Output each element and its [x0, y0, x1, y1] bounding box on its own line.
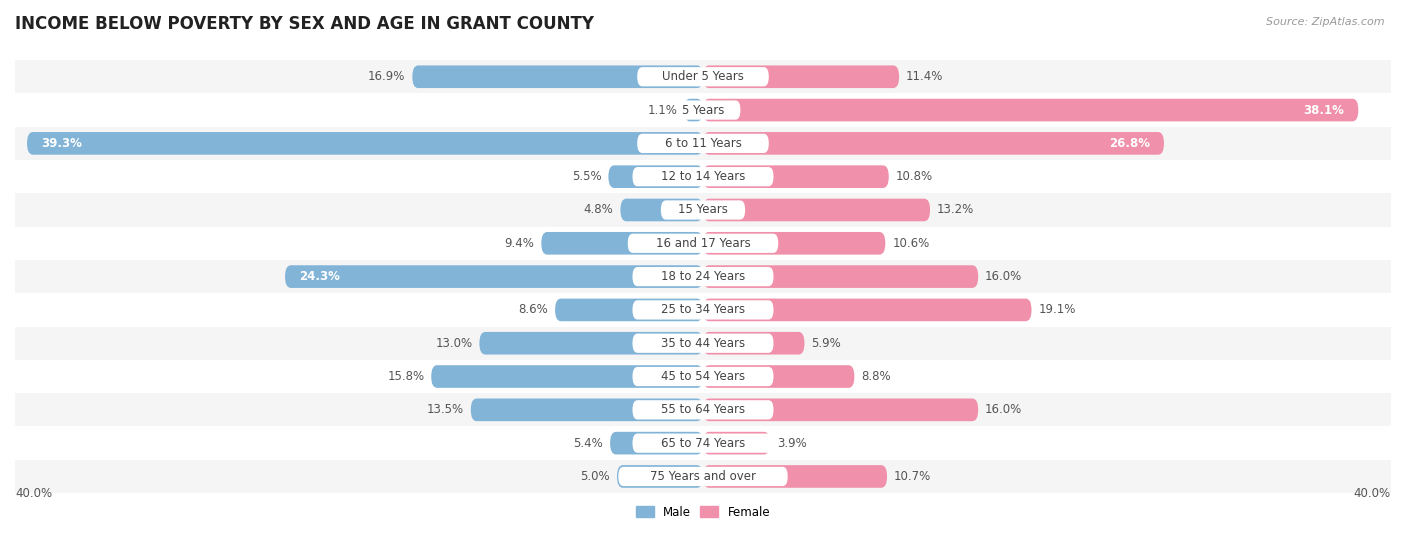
FancyBboxPatch shape — [412, 65, 703, 88]
Text: 5.0%: 5.0% — [581, 470, 610, 483]
Text: 13.5%: 13.5% — [427, 404, 464, 416]
FancyBboxPatch shape — [27, 132, 703, 155]
Text: 16 and 17 Years: 16 and 17 Years — [655, 237, 751, 250]
Text: 16.9%: 16.9% — [368, 70, 405, 83]
Text: 15.8%: 15.8% — [387, 370, 425, 383]
Text: 13.0%: 13.0% — [436, 337, 472, 350]
FancyBboxPatch shape — [703, 399, 979, 421]
Text: INCOME BELOW POVERTY BY SEX AND AGE IN GRANT COUNTY: INCOME BELOW POVERTY BY SEX AND AGE IN G… — [15, 15, 593, 33]
FancyBboxPatch shape — [627, 234, 779, 253]
FancyBboxPatch shape — [432, 365, 703, 388]
FancyBboxPatch shape — [15, 260, 1391, 293]
FancyBboxPatch shape — [633, 400, 773, 419]
FancyBboxPatch shape — [617, 465, 703, 488]
FancyBboxPatch shape — [637, 134, 769, 153]
FancyBboxPatch shape — [479, 332, 703, 354]
Text: 10.6%: 10.6% — [893, 237, 929, 250]
FancyBboxPatch shape — [661, 200, 745, 220]
Text: 18 to 24 Years: 18 to 24 Years — [661, 270, 745, 283]
FancyBboxPatch shape — [703, 232, 886, 254]
FancyBboxPatch shape — [15, 460, 1391, 493]
FancyBboxPatch shape — [637, 67, 769, 87]
FancyBboxPatch shape — [471, 399, 703, 421]
FancyBboxPatch shape — [555, 299, 703, 321]
FancyBboxPatch shape — [703, 65, 898, 88]
Text: 16.0%: 16.0% — [986, 404, 1022, 416]
Text: 39.3%: 39.3% — [41, 137, 82, 150]
Text: 38.1%: 38.1% — [1303, 103, 1344, 117]
Text: 1.1%: 1.1% — [647, 103, 678, 117]
Text: 5.5%: 5.5% — [572, 170, 602, 183]
FancyBboxPatch shape — [541, 232, 703, 254]
FancyBboxPatch shape — [633, 167, 773, 186]
FancyBboxPatch shape — [703, 365, 855, 388]
Text: 15 Years: 15 Years — [678, 203, 728, 216]
Text: 11.4%: 11.4% — [905, 70, 943, 83]
FancyBboxPatch shape — [619, 467, 787, 486]
FancyBboxPatch shape — [703, 198, 929, 221]
Text: 26.8%: 26.8% — [1109, 137, 1150, 150]
Text: 13.2%: 13.2% — [936, 203, 974, 216]
FancyBboxPatch shape — [703, 266, 979, 288]
FancyBboxPatch shape — [15, 360, 1391, 393]
Text: 5.9%: 5.9% — [811, 337, 841, 350]
FancyBboxPatch shape — [609, 165, 703, 188]
FancyBboxPatch shape — [285, 266, 703, 288]
Text: 19.1%: 19.1% — [1039, 304, 1076, 316]
FancyBboxPatch shape — [703, 99, 1358, 121]
FancyBboxPatch shape — [15, 326, 1391, 360]
FancyBboxPatch shape — [703, 299, 1032, 321]
FancyBboxPatch shape — [633, 434, 773, 453]
Text: 24.3%: 24.3% — [299, 270, 340, 283]
Text: 9.4%: 9.4% — [505, 237, 534, 250]
Text: 3.9%: 3.9% — [778, 437, 807, 449]
FancyBboxPatch shape — [15, 226, 1391, 260]
FancyBboxPatch shape — [703, 165, 889, 188]
FancyBboxPatch shape — [620, 198, 703, 221]
Text: 75 Years and over: 75 Years and over — [650, 470, 756, 483]
FancyBboxPatch shape — [15, 293, 1391, 326]
Text: 12 to 14 Years: 12 to 14 Years — [661, 170, 745, 183]
FancyBboxPatch shape — [703, 332, 804, 354]
FancyBboxPatch shape — [703, 132, 1164, 155]
Text: Source: ZipAtlas.com: Source: ZipAtlas.com — [1267, 17, 1385, 27]
FancyBboxPatch shape — [610, 432, 703, 454]
Text: 16.0%: 16.0% — [986, 270, 1022, 283]
Text: 8.6%: 8.6% — [519, 304, 548, 316]
Text: Under 5 Years: Under 5 Years — [662, 70, 744, 83]
FancyBboxPatch shape — [15, 93, 1391, 127]
Text: 40.0%: 40.0% — [1354, 486, 1391, 500]
Legend: Male, Female: Male, Female — [631, 501, 775, 523]
Text: 55 to 64 Years: 55 to 64 Years — [661, 404, 745, 416]
FancyBboxPatch shape — [633, 334, 773, 353]
FancyBboxPatch shape — [633, 367, 773, 386]
Text: 6 to 11 Years: 6 to 11 Years — [665, 137, 741, 150]
FancyBboxPatch shape — [703, 465, 887, 488]
FancyBboxPatch shape — [685, 99, 703, 121]
Text: 4.8%: 4.8% — [583, 203, 613, 216]
FancyBboxPatch shape — [15, 160, 1391, 193]
FancyBboxPatch shape — [633, 300, 773, 320]
Text: 45 to 54 Years: 45 to 54 Years — [661, 370, 745, 383]
FancyBboxPatch shape — [15, 193, 1391, 226]
Text: 35 to 44 Years: 35 to 44 Years — [661, 337, 745, 350]
Text: 8.8%: 8.8% — [862, 370, 891, 383]
FancyBboxPatch shape — [665, 101, 741, 120]
Text: 40.0%: 40.0% — [15, 486, 52, 500]
Text: 10.8%: 10.8% — [896, 170, 932, 183]
Text: 5 Years: 5 Years — [682, 103, 724, 117]
Text: 25 to 34 Years: 25 to 34 Years — [661, 304, 745, 316]
Text: 10.7%: 10.7% — [894, 470, 931, 483]
FancyBboxPatch shape — [15, 393, 1391, 427]
FancyBboxPatch shape — [15, 127, 1391, 160]
FancyBboxPatch shape — [703, 432, 770, 454]
Text: 5.4%: 5.4% — [574, 437, 603, 449]
Text: 65 to 74 Years: 65 to 74 Years — [661, 437, 745, 449]
FancyBboxPatch shape — [15, 60, 1391, 93]
FancyBboxPatch shape — [15, 427, 1391, 460]
FancyBboxPatch shape — [633, 267, 773, 286]
